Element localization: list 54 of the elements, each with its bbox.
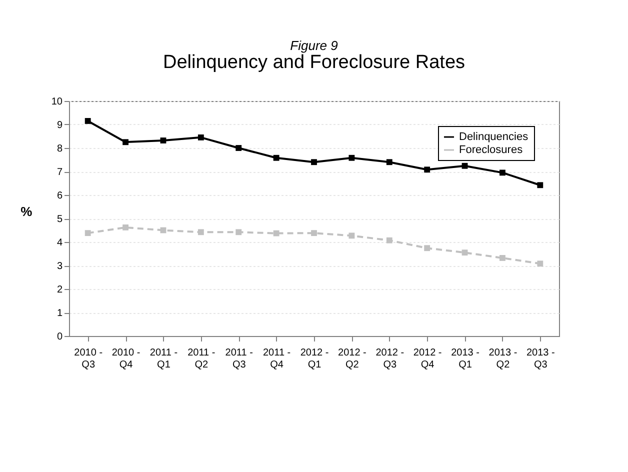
point — [424, 166, 430, 173]
y-tick-label: 7 — [56, 167, 63, 178]
x-tick-label: 2012 - Q4 — [413, 348, 442, 370]
x-tick-label: 2013 - Q1 — [451, 348, 480, 370]
x-tick-label: 2012 - Q2 — [338, 348, 366, 370]
point — [500, 170, 506, 176]
point — [84, 230, 91, 236]
point — [462, 250, 468, 256]
x-tick-label: 2010 - Q3 — [74, 348, 103, 370]
y-tick-label: 5 — [56, 214, 63, 225]
x-tick-label: 2011 - Q2 — [188, 348, 216, 370]
y-tick-label: 9 — [56, 120, 63, 131]
point — [537, 260, 544, 267]
x-tick-label: 2011 - Q4 — [262, 348, 291, 370]
point — [348, 232, 355, 239]
y-tick-label: 10 — [51, 96, 63, 108]
point — [386, 237, 392, 244]
point — [198, 229, 204, 236]
x-tick-label: 2013 - Q2 — [488, 348, 518, 370]
y-axis-title: % — [20, 204, 33, 219]
point — [84, 118, 91, 124]
point — [311, 230, 317, 236]
point — [273, 230, 280, 236]
point — [160, 138, 166, 144]
point — [122, 224, 128, 230]
point — [198, 134, 204, 140]
y-tick-label: 1 — [56, 308, 63, 319]
x-tick-label: 2011 - Q1 — [150, 348, 178, 370]
point — [236, 145, 242, 151]
point — [386, 159, 392, 166]
y-tick-label: 6 — [56, 190, 63, 202]
legend-label: Delinquencies — [459, 131, 529, 143]
y-tick-label: 8 — [56, 144, 63, 154]
y-tick-label: 3 — [56, 261, 63, 272]
y-tick-label: 0 — [56, 332, 63, 342]
chart-title: Delinquency and Foreclosure Rates — [162, 52, 466, 73]
point — [424, 245, 430, 252]
chart-subtitle: Figure 9 — [290, 38, 338, 53]
point — [462, 162, 468, 169]
legend-label: Foreclosures — [459, 144, 524, 156]
x-tick-label: 2012 - Q1 — [300, 348, 329, 370]
point — [236, 229, 242, 236]
point — [348, 154, 355, 161]
point — [537, 182, 544, 188]
x-tick-label: 2013 - Q3 — [526, 348, 555, 370]
y-tick-label: 2 — [56, 284, 63, 296]
point — [500, 255, 506, 261]
point — [273, 154, 280, 161]
x-tick-label: 2010 - Q4 — [112, 348, 140, 370]
x-tick-label: 2011 - Q3 — [225, 348, 253, 370]
x-tick-label: 2012 - Q3 — [376, 348, 404, 370]
point — [311, 159, 317, 166]
y-tick-label: 4 — [56, 238, 63, 248]
point — [122, 139, 128, 146]
